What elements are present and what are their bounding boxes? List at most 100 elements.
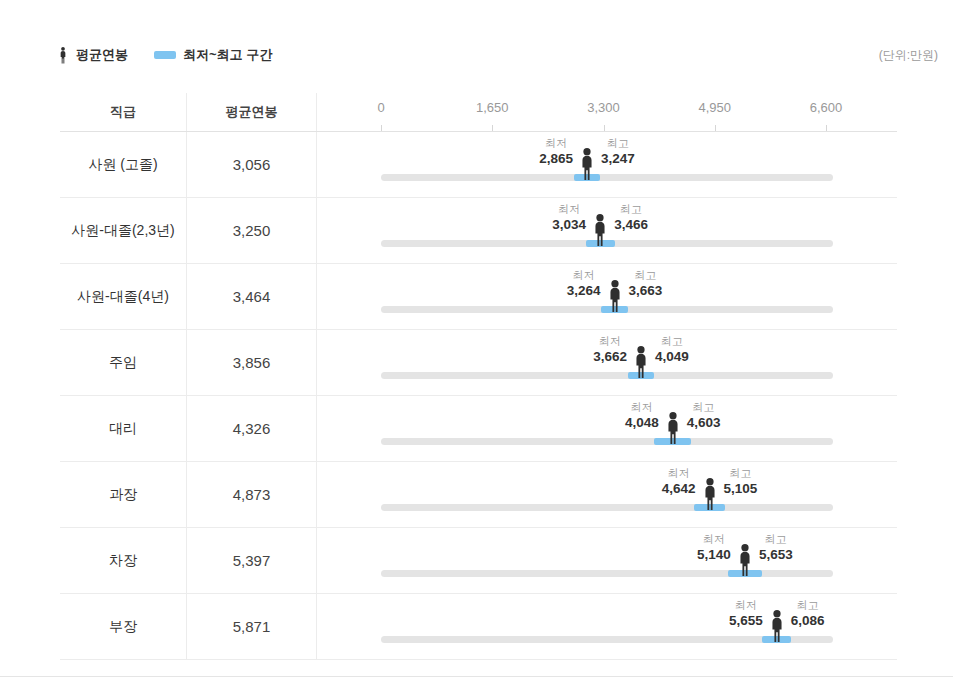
max-label: 최고	[724, 466, 758, 480]
range-plot: 최저 3,662 최고 4,049	[381, 330, 833, 395]
range-plot: 최저 5,140 최고 5,653	[381, 528, 833, 593]
position-cell: 과장	[60, 462, 187, 527]
average-salary-cell: 3,250	[187, 198, 317, 263]
header-axis: 01,6503,3004,9506,600	[317, 93, 897, 131]
min-label: 최저	[697, 532, 731, 546]
unit-label: (단위:만원)	[879, 47, 938, 64]
average-person-icon	[734, 544, 756, 577]
min-value: 3,034	[552, 216, 586, 234]
average-person-icon	[699, 478, 721, 511]
axis-tick-label: 0	[377, 100, 384, 115]
min-salary-annotation: 최저 3,662	[593, 334, 627, 366]
max-label: 최고	[601, 136, 635, 150]
max-label: 최고	[655, 334, 689, 348]
position-cell: 사원-대졸(4년)	[60, 264, 187, 329]
max-salary-annotation: 최고 4,049	[655, 334, 689, 366]
position-cell: 사원 (고졸)	[60, 132, 187, 197]
max-value: 4,049	[655, 348, 689, 366]
min-value: 3,264	[567, 282, 601, 300]
legend: 평균연봉 최저~최고 구간	[57, 46, 272, 64]
min-value: 5,140	[697, 546, 731, 564]
max-salary-annotation: 최고 5,105	[724, 466, 758, 498]
position-cell: 차장	[60, 528, 187, 593]
axis-tick-mark	[715, 125, 716, 131]
table-row: 주임 3,856 최저 3,662 최고 4,049	[60, 330, 897, 396]
axis-tick-label: 6,600	[810, 100, 843, 115]
range-chart-cell: 최저 5,140 최고 5,653	[317, 528, 897, 593]
range-chart-cell: 최저 4,048 최고 4,603	[317, 396, 897, 461]
average-salary-cell: 3,856	[187, 330, 317, 395]
axis-tick-mark	[604, 125, 605, 131]
max-value: 4,603	[687, 414, 721, 432]
salary-track-bar	[381, 504, 833, 511]
max-value: 5,653	[759, 546, 793, 564]
axis-tick-label: 4,950	[698, 100, 731, 115]
average-salary-cell: 3,464	[187, 264, 317, 329]
max-salary-annotation: 최고 6,086	[791, 598, 825, 630]
min-salary-annotation: 최저 3,264	[567, 268, 601, 300]
max-label: 최고	[791, 598, 825, 612]
average-person-icon	[766, 610, 788, 643]
table-row: 과장 4,873 최저 4,642 최고 5,105	[60, 462, 897, 528]
min-value: 4,048	[625, 414, 659, 432]
header-average-salary: 평균연봉	[187, 93, 317, 131]
table-row: 사원 (고졸) 3,056 최저 2,865 최고 3,247	[60, 132, 897, 198]
max-value: 3,247	[601, 150, 635, 168]
axis-tick-mark	[826, 125, 827, 131]
table-row: 대리 4,326 최저 4,048 최고 4,603	[60, 396, 897, 462]
page-bottom-divider	[0, 676, 953, 677]
max-value: 6,086	[791, 612, 825, 630]
header-position: 직급	[60, 93, 187, 131]
max-salary-annotation: 최고 5,653	[759, 532, 793, 564]
min-label: 최저	[552, 202, 586, 216]
average-person-icon	[589, 214, 611, 247]
min-label: 최저	[539, 136, 573, 150]
axis-plot: 01,6503,3004,9506,600	[381, 93, 833, 131]
salary-table: 직급 평균연봉 01,6503,3004,9506,600 사원 (고졸) 3,…	[60, 93, 897, 660]
average-salary-cell: 4,326	[187, 396, 317, 461]
range-chart-cell: 최저 2,865 최고 3,247	[317, 132, 897, 197]
range-plot: 최저 3,034 최고 3,466	[381, 198, 833, 263]
position-cell: 대리	[60, 396, 187, 461]
min-salary-annotation: 최저 4,642	[662, 466, 696, 498]
average-person-icon	[604, 280, 626, 313]
max-value: 5,105	[724, 480, 758, 498]
table-body: 사원 (고졸) 3,056 최저 2,865 최고 3,247	[60, 132, 897, 660]
average-salary-cell: 5,871	[187, 594, 317, 659]
min-salary-annotation: 최저 5,655	[729, 598, 763, 630]
legend-range-label: 최저~최고 구간	[183, 46, 272, 64]
table-header-row: 직급 평균연봉 01,6503,3004,9506,600	[60, 93, 897, 132]
axis-tick-mark	[381, 125, 382, 131]
range-chart-cell: 최저 3,264 최고 3,663	[317, 264, 897, 329]
min-salary-annotation: 최저 2,865	[539, 136, 573, 168]
range-swatch-icon	[154, 51, 176, 59]
average-salary-cell: 4,873	[187, 462, 317, 527]
legend-item-average: 평균연봉	[57, 46, 128, 64]
min-salary-annotation: 최저 4,048	[625, 400, 659, 432]
max-label: 최고	[759, 532, 793, 546]
min-label: 최저	[625, 400, 659, 414]
max-salary-annotation: 최고 4,603	[687, 400, 721, 432]
average-salary-cell: 3,056	[187, 132, 317, 197]
chart-legend-bar: 평균연봉 최저~최고 구간 (단위:만원)	[0, 0, 953, 66]
table-row: 부장 5,871 최저 5,655 최고 6,086	[60, 594, 897, 660]
legend-item-range: 최저~최고 구간	[154, 46, 272, 64]
position-cell: 부장	[60, 594, 187, 659]
max-label: 최고	[629, 268, 663, 282]
salary-track-bar	[381, 174, 833, 181]
salary-track-bar	[381, 372, 833, 379]
range-chart-cell: 최저 5,655 최고 6,086	[317, 594, 897, 659]
position-cell: 사원-대졸(2,3년)	[60, 198, 187, 263]
legend-average-label: 평균연봉	[76, 46, 128, 64]
average-person-icon	[576, 148, 598, 181]
min-value: 2,865	[539, 150, 573, 168]
average-salary-cell: 5,397	[187, 528, 317, 593]
position-cell: 주임	[60, 330, 187, 395]
person-icon	[57, 47, 69, 64]
axis-tick-label: 3,300	[587, 100, 620, 115]
range-plot: 최저 3,264 최고 3,663	[381, 264, 833, 329]
range-plot: 최저 5,655 최고 6,086	[381, 594, 833, 659]
range-chart-cell: 최저 4,642 최고 5,105	[317, 462, 897, 527]
average-person-icon	[662, 412, 684, 445]
min-salary-annotation: 최저 5,140	[697, 532, 731, 564]
